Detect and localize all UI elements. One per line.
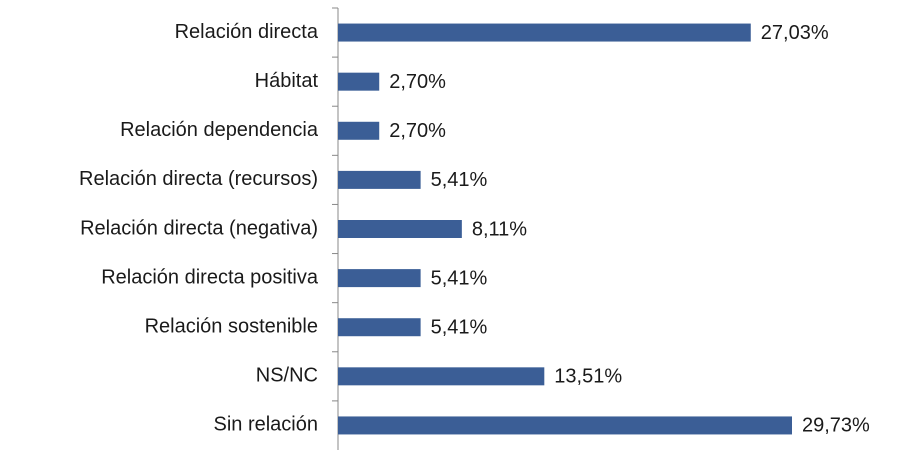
bar <box>338 121 380 140</box>
value-label: 8,11% <box>472 218 527 240</box>
value-label: 5,41% <box>431 169 488 191</box>
bar <box>338 170 421 189</box>
bar <box>338 23 751 42</box>
category-label: Relación directa positiva <box>101 266 319 288</box>
category-label: Hábitat <box>255 70 319 92</box>
category-label: Sin relación <box>213 414 318 436</box>
value-label: 29,73% <box>802 415 870 437</box>
bar <box>338 220 462 238</box>
bar <box>338 416 792 435</box>
value-label: 27,03% <box>761 22 829 44</box>
category-label: Relación directa <box>175 21 319 43</box>
bar <box>338 269 421 288</box>
value-label: 5,41% <box>431 267 488 289</box>
bar <box>338 72 380 91</box>
category-label: Relación dependencia <box>120 119 319 141</box>
category-label: Relación directa (negativa) <box>80 217 318 239</box>
category-label: Relación directa (recursos) <box>79 168 318 190</box>
value-label: 5,41% <box>431 317 488 339</box>
value-label: 2,70% <box>389 71 446 93</box>
bar <box>338 318 421 337</box>
bar <box>338 367 545 386</box>
value-label: 2,70% <box>389 120 446 142</box>
value-label: 13,51% <box>554 366 622 388</box>
category-label: NS/NC <box>256 365 318 387</box>
category-label: Relación sostenible <box>145 316 318 338</box>
